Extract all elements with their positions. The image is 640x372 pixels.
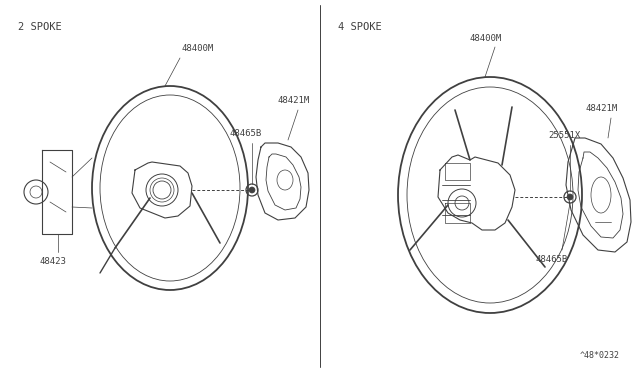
- Circle shape: [567, 194, 573, 200]
- Text: 4 SPOKE: 4 SPOKE: [338, 22, 381, 32]
- Text: 48465B: 48465B: [536, 255, 568, 264]
- Text: 48400M: 48400M: [182, 44, 214, 53]
- Text: 48423: 48423: [40, 257, 67, 266]
- Text: 48465B: 48465B: [230, 129, 262, 138]
- Text: 2 SPOKE: 2 SPOKE: [18, 22, 61, 32]
- Text: 25551X: 25551X: [548, 131, 580, 140]
- Text: 48421M: 48421M: [585, 104, 617, 113]
- Text: 48421M: 48421M: [278, 96, 310, 105]
- Text: ^48*0232: ^48*0232: [580, 351, 620, 360]
- Circle shape: [249, 187, 255, 193]
- Text: 48400M: 48400M: [470, 34, 502, 43]
